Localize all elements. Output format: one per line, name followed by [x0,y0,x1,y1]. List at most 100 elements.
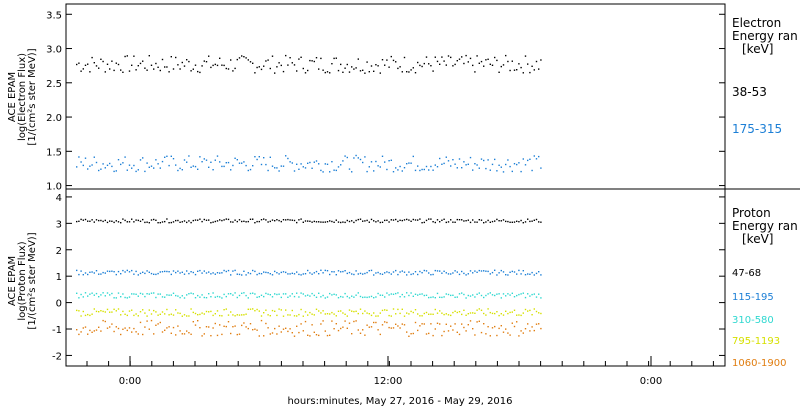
proton-point [340,271,342,273]
proton-point [95,219,98,221]
proton-point [355,219,357,222]
proton-point [245,274,247,276]
proton-point [225,218,227,220]
proton-point [243,292,245,294]
proton-point [535,310,538,313]
electron-point [331,161,333,163]
proton-legend-header-3: [keV] [742,232,773,246]
proton-point [362,329,364,331]
proton-point [276,272,278,274]
proton-point [104,219,106,222]
proton-point [324,313,326,315]
electron-point [274,167,276,169]
proton-point [463,326,465,329]
electron-point [157,163,159,165]
proton-point [164,220,166,223]
proton-point [219,272,221,274]
proton-point [245,294,247,297]
proton-point [216,295,219,298]
proton-point [95,292,98,295]
proton-point [280,331,282,333]
electron-point [197,70,199,73]
proton-point [144,326,146,328]
proton-point [197,270,199,272]
electron-point [164,156,166,158]
proton-point [467,219,469,221]
electron-legend: Electron Energy ran [keV] [732,16,798,56]
proton-point [135,313,137,315]
proton-point [344,221,346,224]
proton-point [102,271,104,274]
electron-point [527,63,529,65]
electron-point [192,68,194,70]
electron-point [238,57,241,59]
proton-point [298,273,300,276]
proton-point [335,315,337,317]
proton-point [276,333,278,335]
proton-point [309,311,311,314]
electron-point [91,164,93,166]
x-tick-label-1: 12:00 [374,376,403,387]
electron-point [417,165,419,167]
proton-point [410,333,412,335]
proton-point [153,292,155,294]
proton-point [153,333,155,335]
proton-point [172,221,175,223]
electron-point [397,169,399,171]
proton-point [399,271,401,273]
proton-point [113,297,115,299]
proton-point [395,292,397,295]
proton-point [406,218,408,221]
proton-point [172,326,175,329]
proton-point [291,219,293,221]
electron-point [148,55,150,57]
electron-point [93,62,95,64]
proton-legend-2: 310-580 [732,315,774,326]
proton-point [340,221,342,224]
proton-point [529,220,531,223]
electron-point [311,167,313,169]
proton-point [296,325,298,327]
proton-point [487,293,489,295]
proton-point [256,308,258,311]
proton-point [300,323,302,325]
electron-legend-header-1: Electron [732,16,781,30]
proton-point [386,321,388,324]
electron-point [454,63,456,66]
proton-point [93,294,95,296]
electron-point [373,170,375,172]
proton-point [221,272,223,274]
proton-ytick-label-6: 4 [56,193,62,204]
proton-point [208,271,210,273]
proton-point [540,327,542,330]
proton-point [366,312,368,314]
proton-point [355,294,357,296]
proton-point [80,218,82,221]
proton-point [280,220,282,223]
proton-point [190,292,192,294]
proton-point [285,219,287,221]
proton-point [260,315,263,317]
electron-point [315,57,318,59]
electron-point [98,67,100,69]
proton-point [450,294,452,297]
proton-point [496,274,498,276]
electron-point [494,56,496,59]
electron-point [463,161,465,163]
proton-point [527,310,529,312]
proton-point [100,310,102,312]
proton-point [425,270,428,272]
proton-point [403,315,406,317]
electron-point [439,157,441,160]
proton-point [199,296,201,298]
electron-point [370,161,373,163]
proton-point [282,328,285,330]
electron-point [483,65,485,67]
electron-point [414,169,417,172]
proton-point [276,293,278,296]
proton-point [120,273,122,275]
proton-point [221,315,223,317]
proton-point [155,273,157,276]
proton-point [219,314,221,317]
proton-point [373,297,375,299]
